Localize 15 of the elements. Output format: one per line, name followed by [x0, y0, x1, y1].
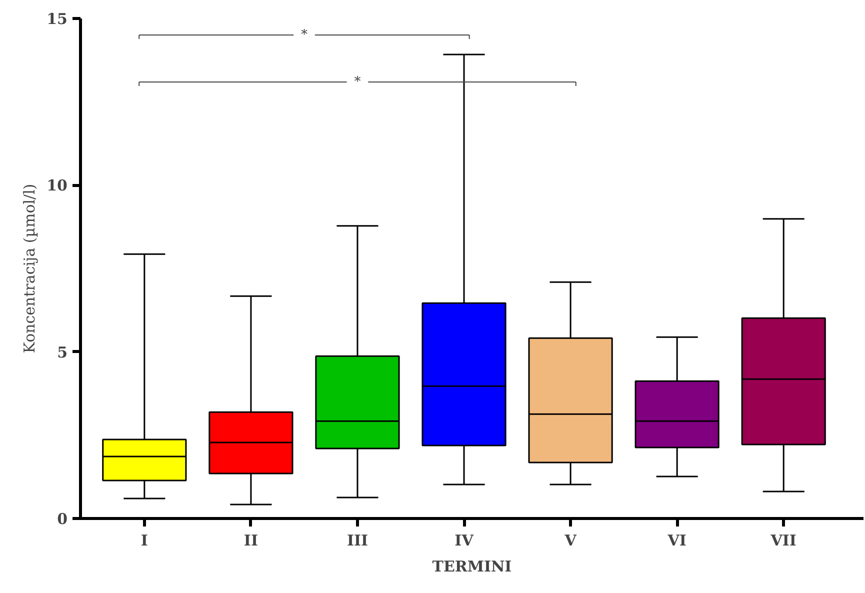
y-axis-title: Koncentracija (µmol/l) — [20, 184, 39, 354]
x-tick-label: VI — [666, 532, 686, 550]
y-tick-label: 0 — [57, 510, 68, 528]
annotation: * — [354, 74, 362, 90]
y-tick-label: 5 — [57, 343, 68, 362]
y-tick-label: 10 — [46, 176, 68, 195]
x-axis-title: TERMINI — [432, 558, 512, 576]
x-tick-label: V — [564, 532, 577, 550]
annotation: * — [300, 28, 308, 42]
y-tick-label: 15 — [46, 10, 68, 28]
x-tick-label: III — [346, 532, 368, 550]
x-tick-label: VII — [770, 532, 796, 550]
x-tick-label: I — [140, 532, 148, 550]
x-tick-label: II — [244, 532, 258, 550]
x-tick-label: IV — [454, 532, 474, 550]
